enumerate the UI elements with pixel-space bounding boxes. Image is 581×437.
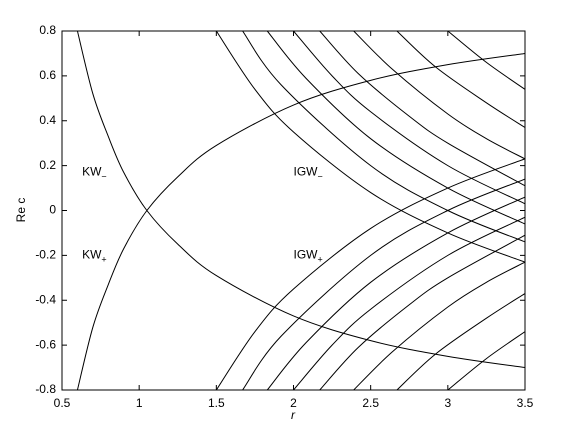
- annotation: IGW+: [294, 248, 323, 265]
- annotation-text: KW: [82, 248, 102, 262]
- x-axis-label: r: [291, 408, 296, 422]
- curve: [353, 31, 525, 160]
- x-tick-label: 3.5: [517, 396, 534, 410]
- y-axis-label: Re c: [14, 198, 28, 223]
- annotation-text: IGW: [294, 165, 319, 179]
- annotation-text: IGW: [294, 248, 319, 262]
- x-tick-label: 3: [444, 396, 451, 410]
- curve: [215, 158, 525, 390]
- annotation: KW+: [82, 248, 107, 265]
- curve: [266, 196, 525, 390]
- x-tick-label: 2.5: [362, 396, 379, 410]
- curve: [353, 261, 525, 390]
- curve: [266, 31, 525, 225]
- curve: [396, 293, 525, 390]
- y-tick-label: -0.2: [35, 248, 56, 262]
- y-tick-label: -0.6: [35, 337, 56, 351]
- annotation-text: KW: [82, 165, 102, 179]
- annotation-subscript: −: [318, 172, 323, 182]
- curve: [396, 31, 525, 128]
- curve: [242, 178, 525, 390]
- y-tick-label: 0.2: [39, 158, 56, 172]
- plot-area: [76, 31, 525, 390]
- annotation-subscript: +: [318, 255, 323, 265]
- curve: [319, 31, 525, 187]
- annotation-subscript: −: [101, 172, 106, 182]
- y-tick-label: -0.4: [35, 292, 56, 306]
- annotation-subscript: +: [101, 255, 106, 265]
- curve: [215, 31, 525, 263]
- y-tick-label: -0.8: [35, 382, 56, 396]
- curve: [293, 216, 525, 390]
- x-tick-label: 1.5: [208, 396, 225, 410]
- curve: [293, 31, 525, 205]
- annotation: KW−: [82, 165, 107, 182]
- y-tick-label: 0.8: [39, 23, 56, 37]
- y-tick-label: 0.4: [39, 113, 56, 127]
- curve: [319, 234, 525, 390]
- annotation: IGW−: [294, 165, 323, 182]
- curve: [447, 331, 525, 390]
- y-tick-label: 0.6: [39, 68, 56, 82]
- x-tick-label: 1: [136, 396, 143, 410]
- curve: [242, 31, 525, 243]
- y-tick-label: 0: [49, 203, 56, 217]
- x-tick-label: 2: [290, 396, 297, 410]
- curve: [447, 31, 525, 90]
- x-tick-label: 0.5: [54, 396, 71, 410]
